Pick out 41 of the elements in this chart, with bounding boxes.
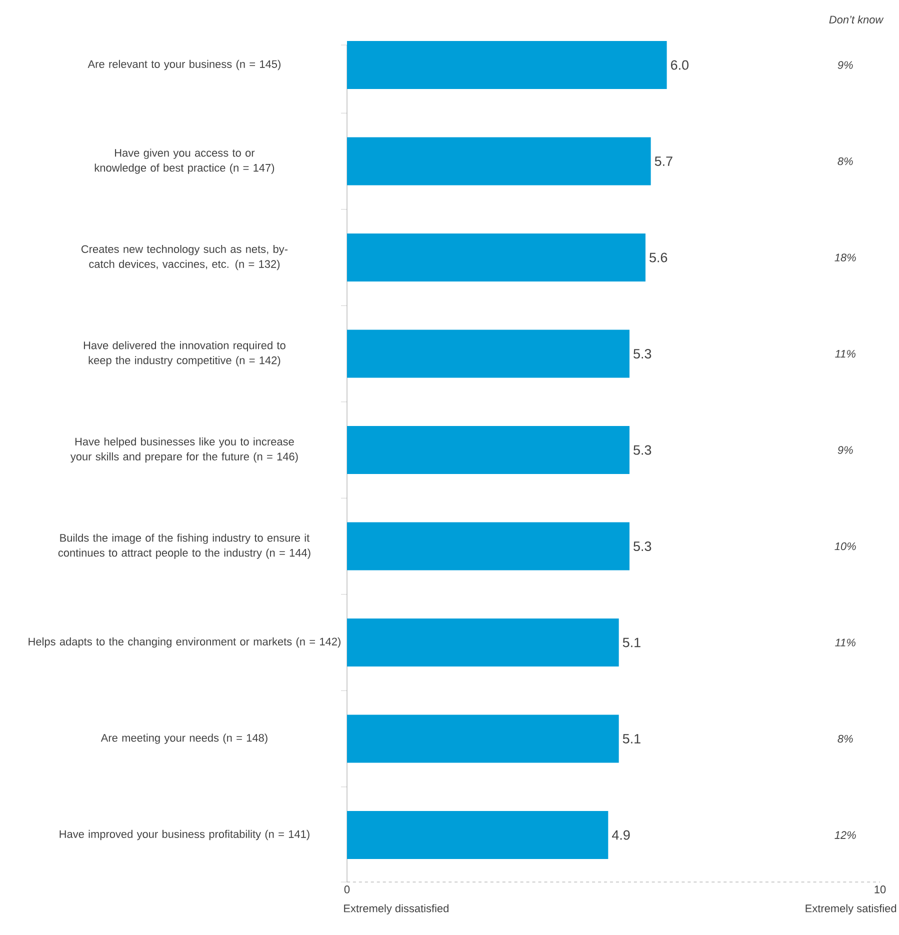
- annotation: 9%: [838, 61, 853, 69]
- text: Don’t know: [829, 15, 884, 24]
- data-label: 5.7: [654, 156, 672, 166]
- bar: [347, 234, 646, 282]
- annotation: 8%: [838, 734, 853, 743]
- bar: [347, 811, 608, 860]
- bar: [347, 714, 619, 763]
- bar: [347, 330, 630, 378]
- y-tick-label: Builds the image of the fishing industry to ensure it continues to attract people to the industry (n = 144): [58, 534, 310, 559]
- y-tick-label: Have helped businesses like you to increase your skills and prepare for the future (n = 146): [70, 437, 298, 463]
- x-tick-label: 0: [344, 886, 350, 894]
- bar: [347, 137, 651, 186]
- y-tick-label: Helps adapts to the changing environment or markets (n = 142): [28, 637, 340, 648]
- data-label: 6.0: [671, 60, 688, 70]
- annotation: 8%: [838, 157, 853, 166]
- y-tick-label: Have improved your business profitability (n = 141): [60, 830, 310, 840]
- annotation: 9%: [838, 446, 853, 454]
- x-tick-label: 10: [874, 886, 886, 894]
- data-label: 4.9: [612, 830, 630, 840]
- y-tick-label: Have delivered the innovation required to keep the industry competitive (n = 142): [84, 341, 286, 366]
- data-label: 5.1: [622, 638, 640, 648]
- y-tick-label: Are relevant to your business (n = 145): [88, 60, 280, 70]
- annotation: 12%: [834, 831, 856, 839]
- bar: [347, 41, 667, 90]
- y-tick-label: Creates new technology such as nets, by-catch devices, vaccines, etc. (n = 132): [81, 244, 288, 270]
- annotation: 11%: [835, 350, 856, 358]
- annotation: 18%: [834, 254, 856, 262]
- data-label: 5.6: [650, 252, 668, 262]
- bar: [347, 618, 619, 667]
- text: Extremely satisfied: [806, 904, 896, 914]
- data-label: 5.3: [634, 349, 652, 359]
- data-label: 5.1: [622, 734, 640, 744]
- data-label: 5.3: [634, 542, 652, 552]
- text: Extremely dissatisfied: [344, 904, 448, 914]
- bar: [347, 426, 630, 474]
- y-tick-label: Are meeting your needs (n = 148): [100, 734, 268, 744]
- y-tick-label: Have given you access to or knowledge of best practice (n = 147): [94, 148, 274, 174]
- bar: [347, 522, 630, 570]
- annotation: 10%: [834, 542, 856, 550]
- annotation: 11%: [835, 638, 856, 646]
- data-label: 5.3: [634, 445, 652, 455]
